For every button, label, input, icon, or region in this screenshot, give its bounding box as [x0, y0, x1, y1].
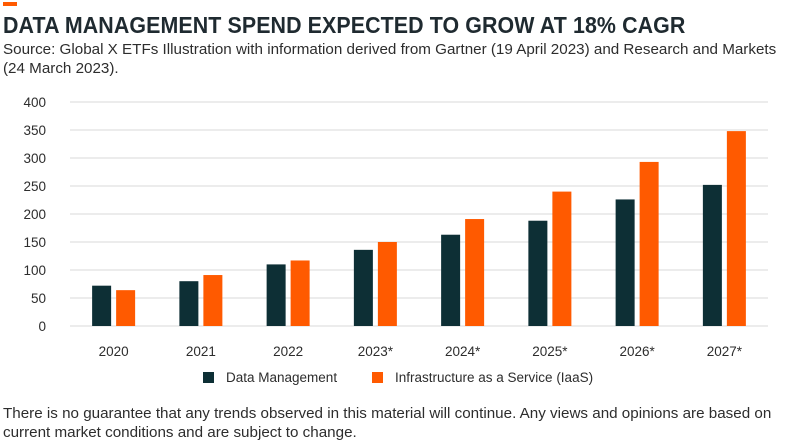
bar-iaas	[639, 161, 659, 326]
legend-label: Data Management	[226, 370, 338, 385]
chart-title: DATA MANAGEMENT SPEND EXPECTED TO GROW A…	[3, 12, 686, 38]
bar-iaas	[726, 131, 746, 326]
y-tick-label: 250	[23, 179, 46, 194]
x-tick-label: 2027*	[707, 344, 743, 359]
bar-iaas	[465, 219, 485, 326]
y-tick-label: 0	[38, 319, 46, 334]
bar-data-management	[615, 199, 635, 326]
source-note: Source: Global X ETFs Illustration with …	[3, 41, 777, 77]
accent-bar	[3, 2, 17, 6]
x-tick-label: 2021	[186, 344, 216, 359]
x-tick-label: 2023*	[358, 344, 394, 359]
bar-data-management	[92, 285, 112, 326]
x-tick-label: 2024*	[445, 344, 481, 359]
legend-swatch-data-management	[203, 372, 214, 383]
legend: Data Management Infrastructure as a Serv…	[0, 370, 800, 388]
bar-data-management	[702, 184, 722, 326]
bar-iaas	[290, 260, 310, 326]
bar-iaas	[203, 275, 223, 326]
bar-data-management	[266, 264, 286, 326]
y-tick-label: 200	[23, 207, 46, 222]
x-tick-label: 2025*	[532, 344, 568, 359]
legend-swatch-iaas	[372, 372, 383, 383]
bar-data-management	[528, 220, 548, 326]
y-tick-label: 350	[23, 123, 46, 138]
bar-iaas	[552, 191, 572, 326]
legend-label: Infrastructure as a Service (IaaS)	[395, 370, 594, 385]
x-tick-label: 2020	[99, 344, 129, 359]
disclaimer: There is no guarantee that any trends ob…	[3, 405, 772, 441]
x-tick-label: 2026*	[619, 344, 655, 359]
bar-iaas	[377, 242, 397, 326]
legend-item-iaas: Infrastructure as a Service (IaaS)	[372, 370, 593, 385]
bar-chart: 0 50 100 150 200 250 300 350 400 2020 2021 2022 2023…	[23, 95, 768, 359]
bar-data-management	[441, 234, 461, 326]
y-tick-label: 400	[23, 95, 46, 110]
y-tick-label: 300	[23, 151, 46, 166]
x-tick-label: 2022	[273, 344, 303, 359]
legend-item-data-management: Data Management	[203, 370, 337, 385]
bar-data-management	[179, 281, 199, 326]
y-tick-label: 150	[23, 235, 46, 250]
bar-data-management	[353, 249, 373, 326]
y-tick-label: 50	[31, 291, 46, 306]
bar-iaas	[116, 290, 136, 326]
y-tick-label: 100	[23, 263, 46, 278]
